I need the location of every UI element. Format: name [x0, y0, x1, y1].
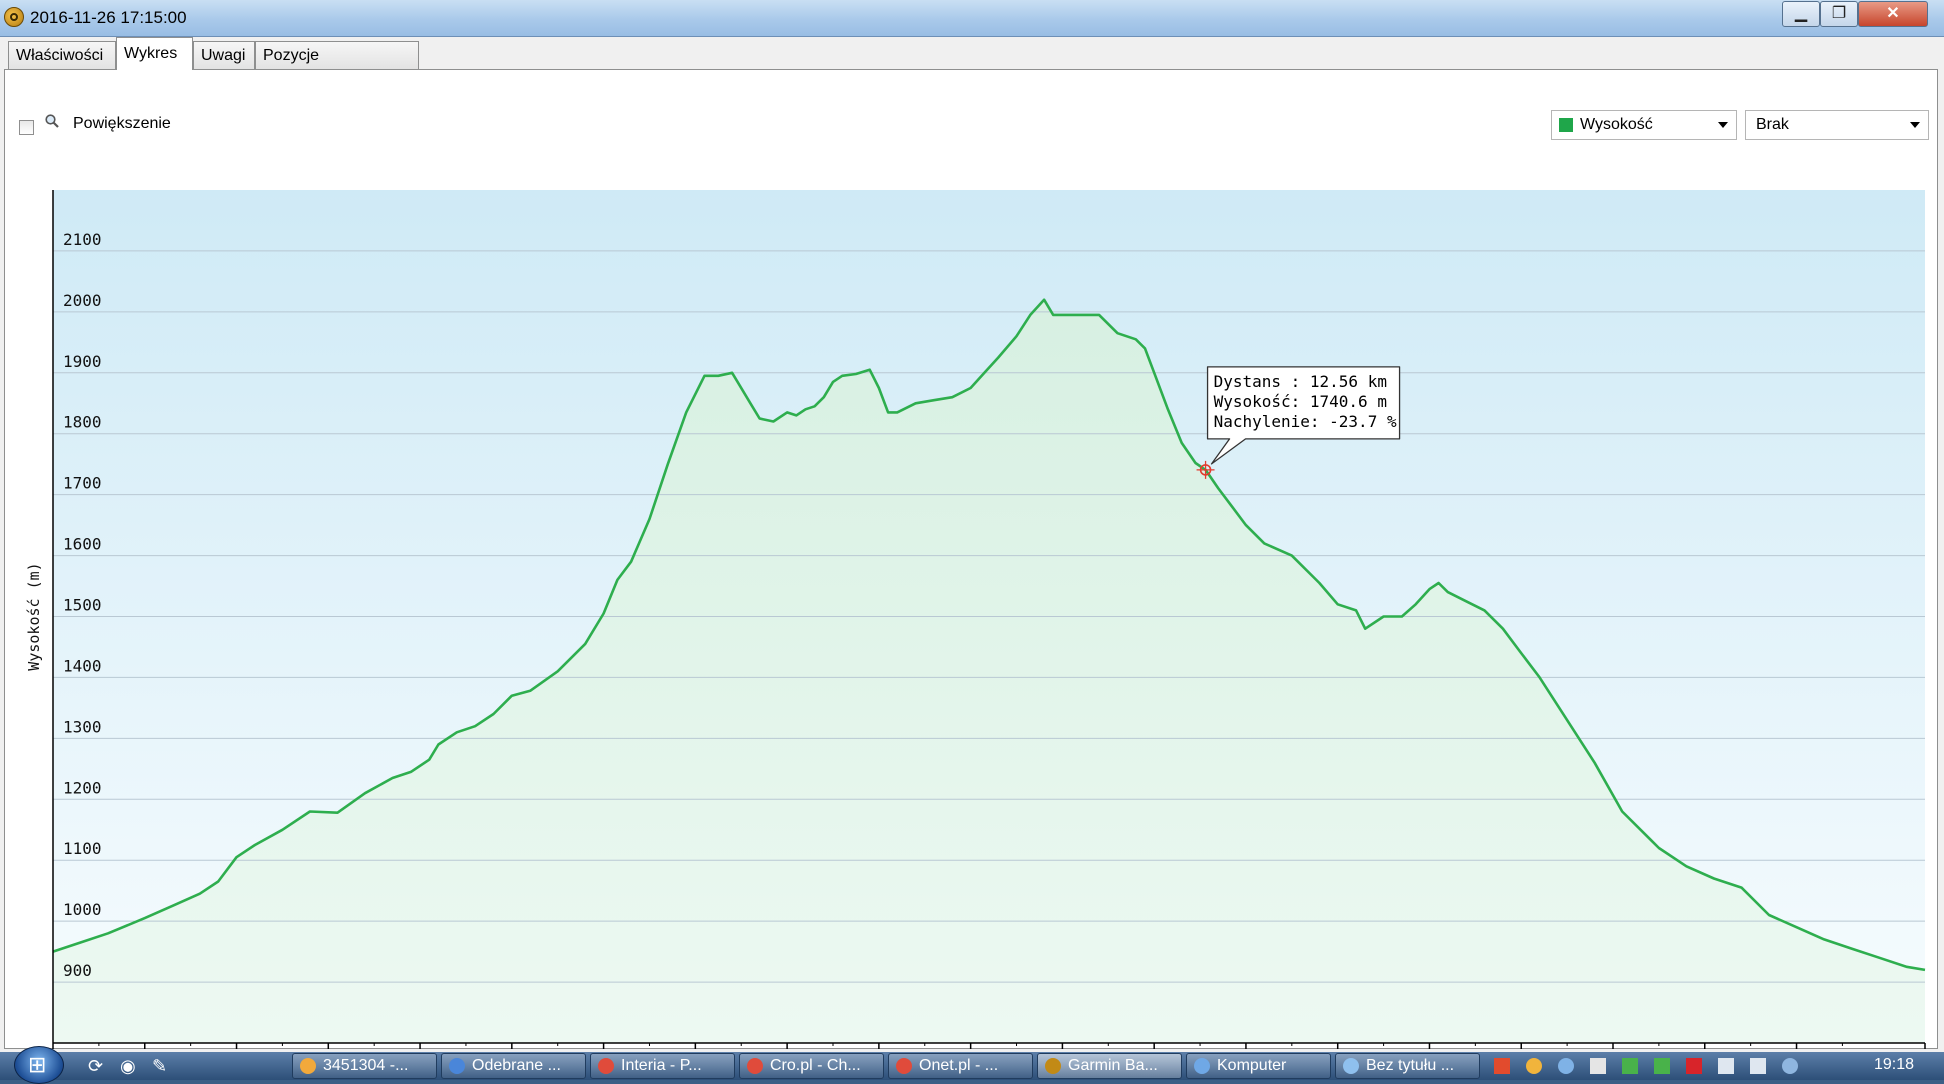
taskbar: ⟳ ◉ ✎ 3451304 -... Odebrane ... Interia …	[0, 1046, 1944, 1084]
chrome-icon	[896, 1058, 912, 1074]
taskbar-label: Cro.pl - Ch...	[770, 1057, 861, 1074]
paint-icon	[1343, 1058, 1359, 1074]
app-icon	[449, 1058, 465, 1074]
secondary-series-select[interactable]: Brak	[1745, 110, 1929, 140]
taskbar-button-cro[interactable]: Cro.pl - Ch...	[739, 1053, 884, 1079]
tray-user-icon[interactable]	[1782, 1058, 1798, 1074]
magnifier-icon	[45, 114, 59, 128]
zoom-checkbox[interactable]	[19, 120, 34, 135]
tool-icon[interactable]: ✎	[152, 1056, 168, 1076]
taskbar-button-3451304[interactable]: 3451304 -...	[292, 1053, 437, 1079]
elevation-chart[interactable]: 900 1000 1100 1200 1300 1400 1500 1600 1700 1800 1…	[5, 188, 1937, 1050]
close-button[interactable]: ✕	[1858, 1, 1928, 27]
taskbar-button-odebrane[interactable]: Odebrane ...	[441, 1053, 586, 1079]
title-bar: 2016-11-26 17:15:00 ▁ ❐ ✕	[0, 0, 1944, 37]
taskbar-label: Interia - P...	[621, 1057, 702, 1074]
tooltip-line: Nachylenie: -23.7 %	[1214, 412, 1397, 431]
chrome-icon	[747, 1058, 763, 1074]
zoom-label: Powiększenie	[73, 115, 171, 132]
taskbar-button-garmin[interactable]: Garmin Ba...	[1037, 1053, 1182, 1079]
y-tick-label: 1100	[63, 839, 102, 858]
y-tick-label: 1200	[63, 778, 102, 797]
volume-icon[interactable]	[1718, 1058, 1734, 1074]
tab-wlasciwosci[interactable]: Właściwości	[8, 41, 116, 69]
series-color-swatch	[1559, 118, 1573, 132]
tooltip-line: Wysokość: 1740.6 m	[1214, 392, 1387, 411]
taskbar-label: Garmin Ba...	[1068, 1057, 1158, 1074]
app-icon	[300, 1058, 316, 1074]
taskbar-label: Onet.pl - ...	[919, 1057, 999, 1074]
taskbar-label: Odebrane ...	[472, 1057, 561, 1074]
y-tick-label: 1900	[63, 352, 102, 371]
main-panel: Właściwości Wykres Uwagi Pozycje referen…	[0, 37, 1944, 1052]
maximize-button[interactable]: ❐	[1820, 1, 1858, 27]
tab-uwagi[interactable]: Uwagi	[193, 41, 255, 69]
y-tick-label: 1000	[63, 900, 102, 919]
minimize-button[interactable]: ▁	[1782, 1, 1820, 27]
start-button[interactable]	[14, 1046, 64, 1084]
elevation-line	[52, 298, 1926, 972]
tray-shield-icon[interactable]	[1558, 1058, 1574, 1074]
tab-wykres[interactable]: Wykres	[116, 37, 193, 70]
y-tick-label: 1700	[63, 474, 102, 493]
series-select-value: Wysokość	[1580, 116, 1653, 133]
y-tick-label: 1400	[63, 656, 102, 675]
chrome-icon	[598, 1058, 614, 1074]
taskbar-button-onet[interactable]: Onet.pl - ...	[888, 1053, 1033, 1079]
taskbar-button-komputer[interactable]: Komputer	[1186, 1053, 1331, 1079]
y-tick-label: 1800	[63, 413, 102, 432]
taskbar-clock: 19:18	[1873, 1056, 1914, 1073]
tooltip-box	[1206, 366, 1401, 465]
y-tick-label: 1600	[63, 535, 102, 554]
y-tick-label: 1500	[63, 596, 102, 615]
tray-flag-icon[interactable]	[1590, 1058, 1606, 1074]
chevron-down-icon	[1910, 122, 1920, 128]
refresh-icon[interactable]: ⟳	[88, 1056, 104, 1076]
taskbar-label: Bez tytułu ...	[1366, 1057, 1455, 1074]
tray-antivirus-icon[interactable]	[1686, 1058, 1702, 1074]
taskbar-label: Komputer	[1217, 1057, 1287, 1074]
monitor-icon[interactable]	[1750, 1058, 1766, 1074]
window-title: 2016-11-26 17:15:00	[30, 8, 187, 27]
y-tick-label: 1300	[63, 717, 102, 736]
tray-sync-icon[interactable]	[1622, 1058, 1638, 1074]
tray-network-icon[interactable]	[1654, 1058, 1670, 1074]
elevation-area	[53, 299, 1925, 1043]
y-tick-label: 2100	[63, 230, 102, 249]
y-tick-label: 900	[63, 961, 92, 980]
tab-pozycje-referencyjne[interactable]: Pozycje referencyjne	[255, 41, 419, 92]
series-select[interactable]: Wysokość	[1551, 110, 1737, 140]
garmin-app-icon	[4, 7, 24, 27]
tray-app-icon[interactable]	[1494, 1058, 1510, 1074]
chevron-down-icon	[1718, 122, 1728, 128]
tooltip-line: Dystans : 12.56 km	[1214, 372, 1387, 391]
taskbar-label: 3451304 -...	[323, 1057, 409, 1074]
tray-weather-icon[interactable]	[1526, 1058, 1542, 1074]
computer-icon	[1194, 1058, 1210, 1074]
chrome-icon[interactable]: ◉	[120, 1056, 136, 1076]
taskbar-button-bez-tytulu[interactable]: Bez tytułu ...	[1335, 1053, 1480, 1079]
y-axis-label: Wysokość (m)	[25, 562, 43, 670]
y-tick-label: 2000	[63, 291, 102, 310]
chart-panel: Powiększenie Wysokość Brak 900 1000 1100 12…	[4, 69, 1938, 1049]
taskbar-button-interia[interactable]: Interia - P...	[590, 1053, 735, 1079]
secondary-select-value: Brak	[1756, 116, 1789, 133]
garmin-icon	[1045, 1058, 1061, 1074]
